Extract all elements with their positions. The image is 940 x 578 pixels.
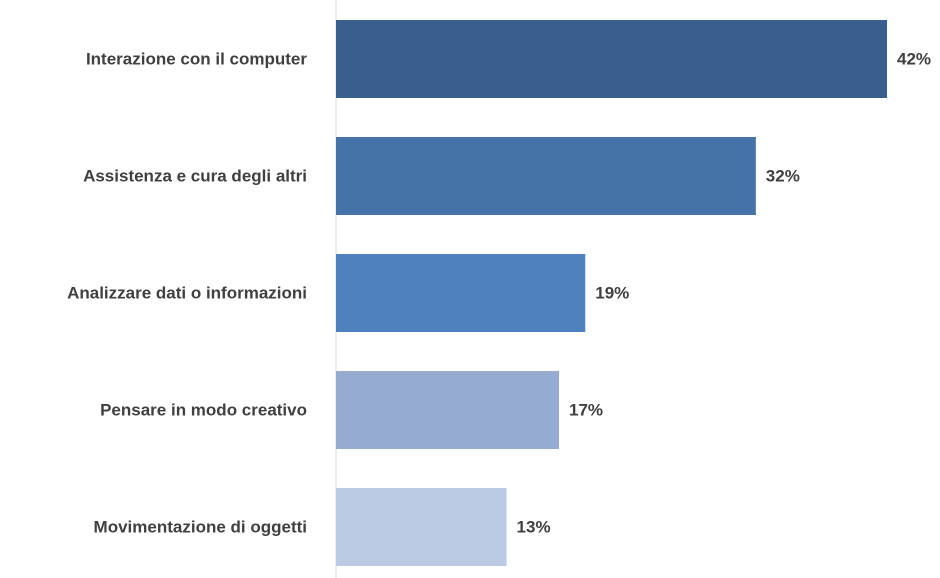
bars-group — [336, 20, 887, 566]
bar-3 — [336, 254, 586, 332]
bar-1 — [336, 20, 887, 98]
value-label-3: 19% — [595, 284, 629, 303]
value-labels-group: 42% 32% 19% 17% 13% — [517, 50, 931, 537]
category-label-5: Movimentazione di oggetti — [94, 518, 307, 537]
bar-5 — [336, 488, 507, 566]
value-label-5: 13% — [517, 518, 551, 537]
category-labels-group: Interazione con il computer Assistenza e … — [67, 50, 307, 537]
category-label-1: Interazione con il computer — [86, 50, 307, 69]
value-label-2: 32% — [766, 167, 800, 186]
category-label-2: Assistenza e cura degli altri — [83, 167, 307, 186]
category-label-3: Analizzare dati o informazioni — [67, 284, 307, 303]
bar-2 — [336, 137, 756, 215]
value-label-1: 42% — [897, 50, 931, 69]
category-label-4: Pensare in modo creativo — [100, 401, 307, 420]
bar-4 — [336, 371, 560, 449]
value-label-4: 17% — [569, 401, 603, 420]
